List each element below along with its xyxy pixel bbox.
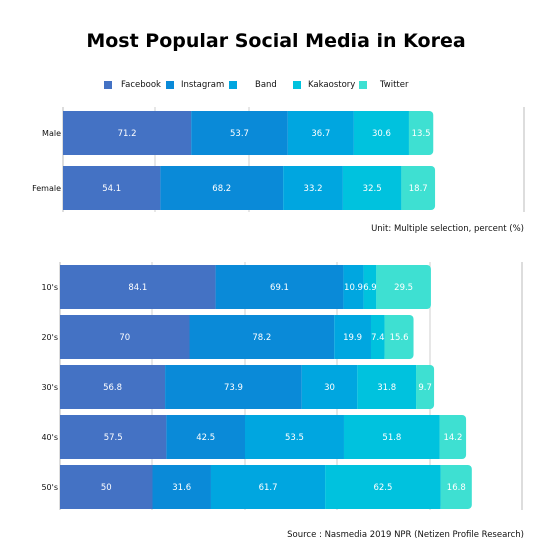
bar-twitter: [439, 415, 467, 459]
legend-label-instagram: Instagram: [181, 80, 225, 90]
data-label: 10.9: [344, 283, 363, 293]
bar-twitter-join: [440, 465, 447, 509]
bar-kakaostory: [343, 415, 440, 459]
category-label: 20's: [41, 333, 58, 342]
bar-instagram: [191, 111, 288, 155]
bar-facebook: [60, 465, 153, 509]
data-label: 42.5: [196, 433, 215, 443]
data-label: 9.7: [418, 383, 432, 393]
bar-twitter: [408, 111, 434, 155]
data-label: 84.1: [128, 283, 147, 293]
bar-instagram: [189, 315, 335, 359]
data-label: 15.6: [390, 333, 409, 343]
category-label: 30's: [41, 383, 58, 392]
bar-instagram: [165, 365, 302, 409]
data-label: 62.5: [373, 483, 392, 493]
data-label: 31.6: [172, 483, 191, 493]
bar-band: [334, 315, 371, 359]
data-label: 68.2: [212, 184, 231, 194]
bar-twitter-join: [384, 315, 391, 359]
data-label: 16.8: [447, 483, 466, 493]
bar-kakaostory: [325, 465, 441, 509]
bar-twitter: [401, 166, 436, 210]
data-label: 53.5: [285, 433, 304, 443]
data-label: 54.1: [102, 184, 121, 194]
data-label: 50: [101, 483, 112, 493]
legend-swatch-facebook: [104, 81, 112, 89]
bar-band: [343, 265, 364, 309]
bar-facebook: [63, 111, 192, 155]
data-label: 51.8: [382, 433, 401, 443]
bar-facebook: [60, 415, 167, 459]
data-label: 19.9: [343, 333, 362, 343]
data-label: 56.8: [103, 383, 122, 393]
data-label: 36.7: [311, 129, 330, 139]
legend-label-twitter: Twitter: [380, 80, 409, 90]
category-label: Male: [42, 129, 61, 138]
bar-kakaostory: [363, 265, 377, 309]
category-label: 50's: [41, 483, 58, 492]
data-label: 69.1: [270, 283, 289, 293]
data-label: 71.2: [118, 129, 137, 139]
bar-band: [287, 111, 354, 155]
data-label: 32.5: [363, 184, 382, 194]
unit-note: Unit: Multiple selection, percent (%): [371, 224, 524, 234]
legend-swatch-band: [229, 81, 237, 89]
bar-twitter-join: [439, 415, 446, 459]
data-label: 53.7: [230, 129, 249, 139]
legend-swatch-twitter: [359, 81, 367, 89]
data-label: 7.4: [371, 333, 385, 343]
category-label: Female: [32, 184, 61, 193]
data-label: 33.2: [304, 184, 323, 194]
data-label: 57.5: [104, 433, 123, 443]
data-label: 18.7: [409, 184, 428, 194]
bar-kakaostory: [357, 365, 417, 409]
bar-kakaostory: [370, 315, 385, 359]
data-label: 30.6: [372, 129, 391, 139]
bar-twitter-join: [416, 365, 423, 409]
bar-twitter: [440, 465, 472, 509]
bar-instagram: [215, 265, 344, 309]
chart-title: Most Popular Social Media in Korea: [86, 30, 466, 52]
category-label: 10's: [41, 283, 58, 292]
bar-twitter: [384, 315, 414, 359]
bar-facebook: [63, 166, 161, 210]
data-label: 61.7: [259, 483, 278, 493]
bar-twitter-join: [376, 265, 383, 309]
legend-label-kakaostory: Kakaostory: [308, 80, 356, 90]
data-label: 14.2: [443, 433, 462, 443]
data-label: 31.8: [377, 383, 396, 393]
data-label: 70: [119, 333, 130, 343]
bar-twitter-join: [401, 166, 408, 210]
bar-instagram: [166, 415, 245, 459]
data-label: 73.9: [224, 383, 243, 393]
category-label: 40's: [41, 433, 58, 442]
bar-instagram: [160, 166, 284, 210]
data-label: 13.5: [412, 129, 431, 139]
legend-label-facebook: Facebook: [121, 80, 161, 90]
bar-facebook: [60, 365, 166, 409]
data-label: 78.2: [252, 333, 271, 343]
legend: Facebook Instagram Band Kakaostory Twitter: [0, 76, 552, 94]
legend-label-band: Band: [255, 80, 277, 90]
bar-kakaostory: [353, 111, 409, 155]
data-label: 29.5: [394, 283, 413, 293]
bar-band: [210, 465, 326, 509]
data-label: 6.9: [363, 283, 377, 293]
bar-twitter: [376, 265, 431, 309]
bar-twitter-join: [408, 111, 415, 155]
bar-band: [283, 166, 343, 210]
bar-facebook: [60, 315, 190, 359]
bar-instagram: [152, 465, 211, 509]
legend-swatch-instagram: [166, 81, 174, 89]
legend-swatch-kakaostory: [293, 81, 301, 89]
bar-facebook: [60, 265, 216, 309]
source-note: Source : Nasmedia 2019 NPR (Netizen Prof…: [287, 530, 524, 540]
bar-band: [301, 365, 358, 409]
bar-kakaostory: [342, 166, 402, 210]
bar-band: [245, 415, 344, 459]
data-label: 30: [324, 383, 335, 393]
